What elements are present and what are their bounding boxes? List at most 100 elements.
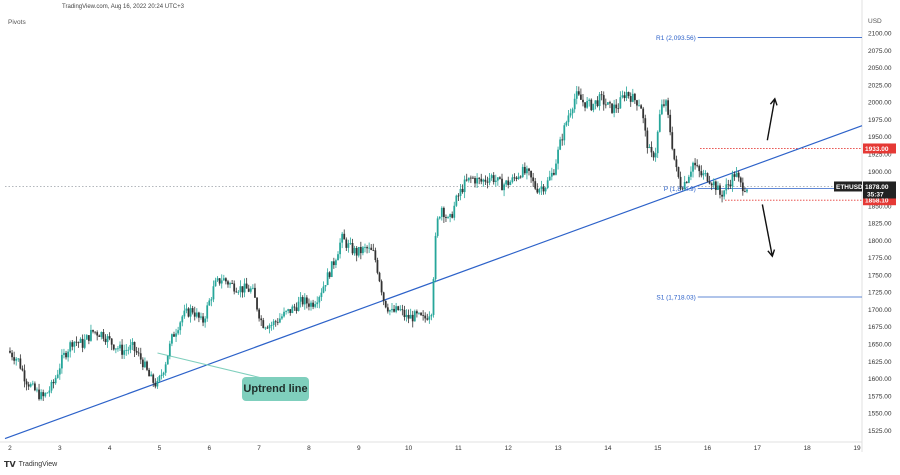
candle-body (104, 338, 107, 343)
tradingview-logo[interactable]: 𝗧𝗩 TradingView (4, 460, 57, 469)
candle-body (357, 246, 360, 256)
candle-body (592, 103, 595, 111)
candle-body (606, 102, 609, 105)
candle-body (746, 189, 748, 192)
candle-body (559, 139, 562, 150)
candle-body (198, 312, 200, 318)
candle-body (542, 186, 545, 192)
candle-body (65, 352, 67, 358)
candle-body (633, 93, 636, 101)
candle-body (67, 351, 70, 358)
x-tick-label: 9 (357, 445, 361, 452)
candle-body (312, 302, 314, 307)
symbol-tag-text: ETHUSD (836, 184, 863, 191)
candle-body (573, 98, 576, 110)
candle-body (335, 260, 337, 266)
candle-body (160, 374, 163, 377)
x-tick-label: 15 (654, 445, 662, 452)
candle-body (472, 177, 474, 179)
candle-body (54, 377, 57, 384)
y-tick-label: 2050.00 (868, 65, 892, 72)
candle-body (322, 286, 325, 293)
candle-body (415, 311, 418, 314)
candle-body (656, 131, 659, 154)
candle-body (478, 177, 481, 179)
candle-body (73, 341, 76, 347)
candle-body (216, 278, 219, 281)
y-tick-label: 1525.00 (868, 428, 892, 435)
candle-body (133, 342, 136, 351)
candle-body (50, 381, 53, 391)
candle-body (297, 301, 300, 311)
candle-body (58, 368, 61, 375)
candle-body (569, 113, 572, 116)
candle-body (44, 393, 47, 397)
candle-body (511, 177, 514, 183)
candle-body (706, 173, 709, 182)
candle-body (704, 173, 707, 174)
x-tick-label: 14 (604, 445, 612, 452)
arrow-up-head (769, 97, 778, 106)
candle-body (611, 103, 613, 113)
candle-body (604, 104, 607, 106)
candle-body (733, 174, 736, 177)
candle-body (158, 376, 161, 381)
candle-body (519, 176, 522, 178)
symbol-tag[interactable] (834, 181, 862, 192)
candle-body (636, 100, 638, 106)
candle-body (25, 381, 28, 385)
candle-body (675, 159, 678, 168)
candle-body (266, 327, 269, 329)
candle-body (494, 180, 497, 182)
candle-body (183, 310, 186, 317)
candle-body (445, 217, 447, 218)
candle-body (702, 173, 705, 176)
y-tick-label: 2075.00 (868, 48, 892, 55)
candle-body (499, 177, 501, 179)
candle-body (316, 302, 319, 305)
candle-body (258, 309, 261, 319)
candle-body (150, 374, 153, 377)
candle-body (602, 95, 605, 105)
candle-body (407, 314, 410, 319)
candle-body (617, 108, 620, 110)
candle-body (731, 174, 734, 187)
candle-body (644, 118, 647, 131)
candle-body (245, 283, 248, 289)
candle-body (428, 316, 431, 320)
candle-body (613, 104, 616, 113)
candle-body (737, 172, 740, 178)
indicator-label[interactable]: Pivots (8, 19, 26, 26)
candle-body (565, 122, 568, 126)
candle-body (679, 176, 682, 189)
candle-body (154, 382, 157, 387)
candle-body (328, 272, 331, 277)
candle-body (274, 321, 277, 323)
candle-body (90, 329, 92, 341)
candle-body (594, 100, 597, 104)
candle-body (108, 336, 111, 339)
candle-body (667, 100, 669, 115)
y-tick-label: 1550.00 (868, 411, 892, 418)
candle-body (353, 247, 356, 254)
candle-body (434, 235, 437, 280)
candle-body (224, 278, 227, 282)
candle-body (204, 318, 207, 323)
tradingview-logo-icon: 𝗧𝗩 (4, 460, 16, 469)
candle-body (164, 364, 167, 373)
candle-body (291, 306, 294, 313)
candle-body (486, 181, 489, 183)
candle-body (237, 291, 240, 293)
candle-body (278, 318, 281, 323)
candle-body (658, 114, 661, 132)
candle-body (517, 176, 520, 179)
candle-body (206, 305, 209, 319)
candle-body (384, 300, 387, 308)
candle-body (550, 172, 553, 177)
candle-body (121, 344, 123, 355)
candle-body (332, 261, 335, 266)
candle-body (725, 184, 728, 191)
y-tick-label: 1800.00 (868, 238, 892, 245)
candle-body (38, 389, 40, 400)
candle-body (283, 311, 285, 317)
